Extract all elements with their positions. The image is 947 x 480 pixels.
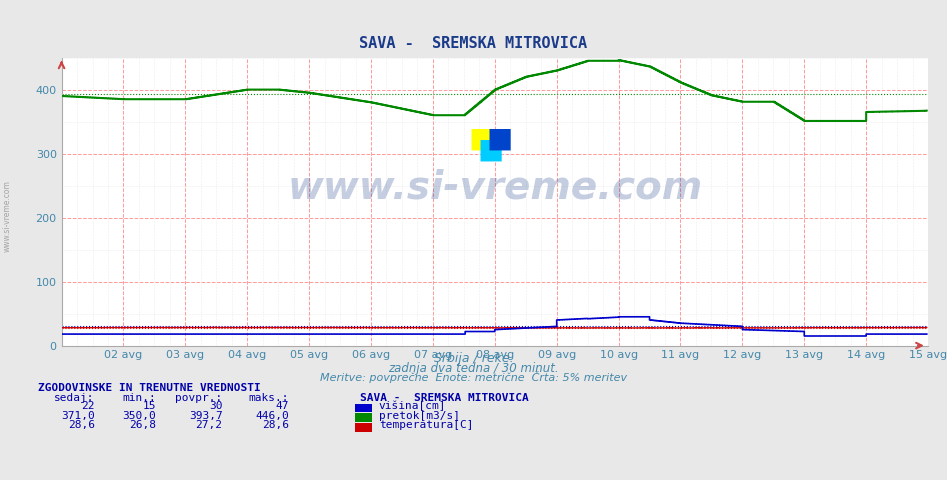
Text: 350,0: 350,0: [122, 410, 156, 420]
Text: 393,7: 393,7: [188, 410, 223, 420]
Text: pretok[m3/s]: pretok[m3/s]: [379, 410, 460, 420]
Text: 27,2: 27,2: [195, 420, 223, 430]
Text: min.:: min.:: [122, 393, 156, 403]
Text: Srbija / reke.: Srbija / reke.: [434, 352, 513, 365]
Text: Meritve: povprečne  Enote: metrične  Črta: 5% meritev: Meritve: povprečne Enote: metrične Črta:…: [320, 371, 627, 383]
Text: www.si-vreme.com: www.si-vreme.com: [3, 180, 12, 252]
Text: 28,6: 28,6: [67, 420, 95, 430]
Text: 47: 47: [276, 401, 289, 411]
Text: www.si-vreme.com: www.si-vreme.com: [287, 168, 703, 206]
Text: sedaj:: sedaj:: [54, 393, 95, 403]
Text: 371,0: 371,0: [61, 410, 95, 420]
Text: višina[cm]: višina[cm]: [379, 400, 446, 411]
Text: 28,6: 28,6: [261, 420, 289, 430]
Text: ■: ■: [469, 124, 495, 152]
Text: SAVA -  SREMSKA MITROVICA: SAVA - SREMSKA MITROVICA: [360, 393, 528, 403]
Text: zadnja dva tedna / 30 minut.: zadnja dva tedna / 30 minut.: [388, 362, 559, 375]
Text: povpr.:: povpr.:: [175, 393, 223, 403]
Text: maks.:: maks.:: [248, 393, 289, 403]
Text: 446,0: 446,0: [255, 410, 289, 420]
Text: ZGODOVINSKE IN TRENUTNE VREDNOSTI: ZGODOVINSKE IN TRENUTNE VREDNOSTI: [38, 383, 260, 393]
Text: temperatura[C]: temperatura[C]: [379, 420, 474, 430]
Text: 30: 30: [209, 401, 223, 411]
Text: ■: ■: [486, 124, 512, 152]
Text: ■: ■: [477, 136, 504, 164]
Text: 15: 15: [143, 401, 156, 411]
Text: 22: 22: [81, 401, 95, 411]
Text: SAVA -  SREMSKA MITROVICA: SAVA - SREMSKA MITROVICA: [360, 36, 587, 51]
Text: 26,8: 26,8: [129, 420, 156, 430]
